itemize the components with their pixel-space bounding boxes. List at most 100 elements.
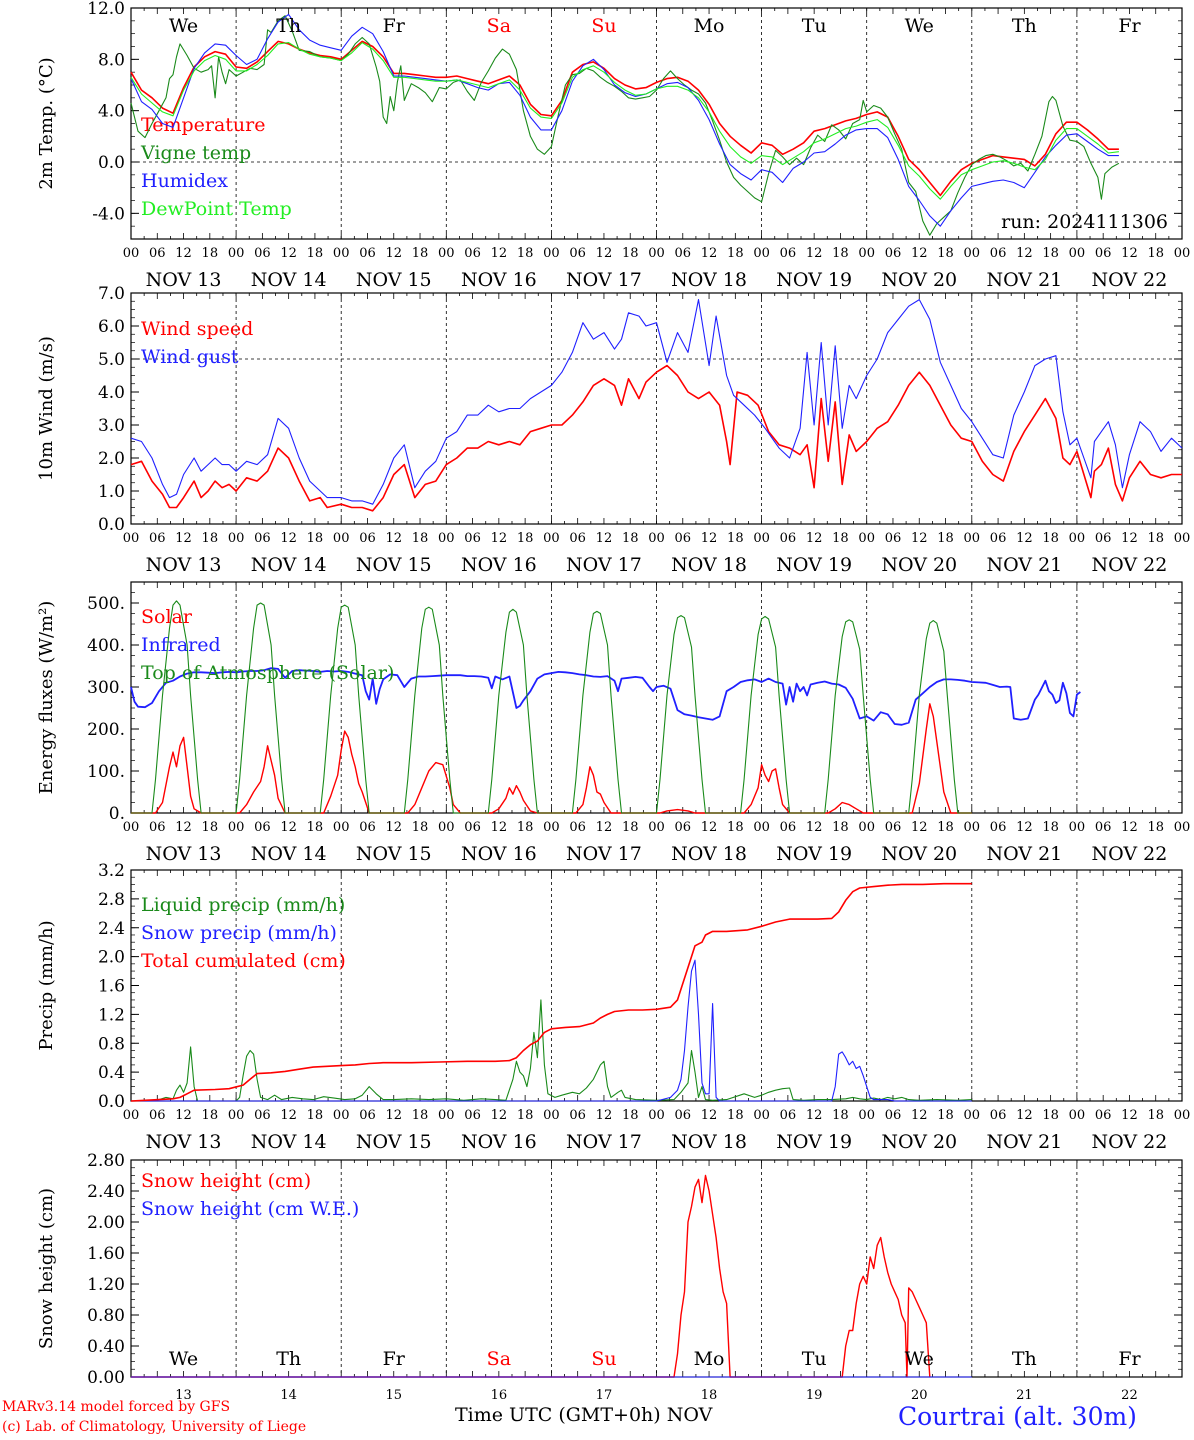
hour-tick-label: 18 [202, 531, 219, 546]
time-axis-label: Time UTC (GMT+0h) NOV [455, 1404, 713, 1426]
hour-tick-label: 12 [911, 1108, 928, 1123]
weekday-label: We [169, 1348, 198, 1370]
date-label: NOV 15 [356, 1131, 432, 1153]
date-label: NOV 21 [986, 843, 1062, 865]
y-tick-label: 2.8 [98, 890, 125, 910]
hour-tick-label: 18 [832, 1108, 849, 1123]
series-line [130, 42, 1119, 200]
hour-tick-label: 00 [1174, 820, 1191, 835]
legend-entry: Wind speed [141, 318, 253, 340]
y-tick-label: 2.0 [98, 449, 125, 469]
y-tick-label: 0.0 [98, 1092, 125, 1112]
y-tick-label: 12.0 [87, 0, 125, 19]
hour-tick-label: 18 [517, 246, 534, 261]
hour-tick-label: 06 [254, 820, 271, 835]
hour-tick-label: 12 [280, 246, 297, 261]
hour-tick-label: 12 [701, 820, 718, 835]
hour-tick-label: 00 [648, 531, 665, 546]
date-label: NOV 14 [251, 1131, 327, 1153]
hour-tick-label: 06 [780, 246, 797, 261]
hour-tick-label: 00 [123, 531, 140, 546]
hour-tick-label: 18 [1042, 531, 1059, 546]
hour-tick-label: 06 [254, 246, 271, 261]
hour-tick-label: 00 [753, 246, 770, 261]
hour-tick-label: 12 [596, 246, 613, 261]
y-tick-label: 3.2 [98, 861, 125, 881]
weekday-label: Mo [694, 15, 725, 37]
y-tick-label: 2.0 [98, 948, 125, 968]
hour-tick-label: 06 [359, 820, 376, 835]
day-number-label: 17 [596, 1388, 613, 1403]
hour-tick-label: 00 [228, 246, 245, 261]
series-line [130, 299, 1183, 505]
weekday-label: Sa [487, 1348, 511, 1370]
date-label: NOV 18 [671, 1131, 747, 1153]
series-line [131, 999, 972, 1102]
date-label: NOV 14 [251, 843, 327, 865]
hour-tick-label: 00 [1069, 820, 1086, 835]
hour-tick-label: 00 [964, 820, 981, 835]
legend-entry: Solar [141, 606, 193, 628]
hour-tick-label: 06 [464, 246, 481, 261]
hour-tick-label: 06 [990, 531, 1007, 546]
hour-tick-label: 18 [1042, 1108, 1059, 1123]
panel-2: 0.0 1.0 2.0 3.0 4.0 5.0 6.0 7.0 10m Wind (m/s) Wi… [36, 284, 1190, 576]
hour-tick-label: 12 [1121, 820, 1138, 835]
weekday-label: Fr [383, 15, 406, 37]
hour-tick-label: 12 [385, 531, 402, 546]
y-tick-label: 0. [109, 804, 125, 824]
date-label: NOV 17 [566, 554, 642, 576]
hour-tick-label: 00 [1174, 531, 1191, 546]
hour-tick-label: 18 [412, 1108, 429, 1123]
day-number-label: 16 [491, 1388, 508, 1403]
date-label: NOV 19 [776, 1131, 852, 1153]
day-number-label: 13 [175, 1388, 192, 1403]
y-axis-label: Energy fluxes (W/m²) [36, 601, 57, 795]
run-label: run: 2024111306 [1001, 211, 1168, 233]
hour-tick-label: 00 [753, 531, 770, 546]
y-tick-label: 1.0 [98, 482, 125, 502]
hour-tick-label: 00 [858, 531, 875, 546]
date-label: NOV 19 [776, 269, 852, 291]
hour-tick-label: 12 [1016, 1108, 1033, 1123]
hour-tick-label: 06 [359, 246, 376, 261]
date-label: NOV 16 [461, 1131, 537, 1153]
legend-entry: Snow precip (mm/h) [141, 922, 337, 944]
y-tick-label: 2.40 [87, 1182, 125, 1202]
hour-tick-label: 06 [885, 246, 902, 261]
hour-tick-label: 12 [491, 531, 508, 546]
hour-tick-label: 18 [622, 531, 639, 546]
hour-tick-label: 18 [937, 820, 954, 835]
y-tick-label: 2.80 [87, 1151, 125, 1171]
hour-tick-label: 00 [858, 246, 875, 261]
hour-tick-label: 06 [990, 246, 1007, 261]
hour-tick-label: 00 [438, 1108, 455, 1123]
day-number-label: 18 [701, 1388, 718, 1403]
hour-tick-label: 00 [648, 820, 665, 835]
hour-tick-label: 06 [254, 531, 271, 546]
hour-tick-label: 06 [149, 820, 166, 835]
y-tick-label: 2.4 [98, 919, 125, 939]
hour-tick-label: 06 [885, 531, 902, 546]
date-label: NOV 13 [146, 1131, 222, 1153]
hour-tick-label: 00 [858, 820, 875, 835]
date-label: NOV 18 [671, 843, 747, 865]
date-label: NOV 20 [881, 269, 957, 291]
hour-tick-label: 18 [622, 1108, 639, 1123]
hour-tick-label: 06 [1095, 246, 1112, 261]
hour-tick-label: 12 [280, 531, 297, 546]
date-label: NOV 20 [881, 554, 957, 576]
date-label: NOV 15 [356, 269, 432, 291]
y-tick-label: 200. [87, 720, 125, 740]
hour-tick-label: 18 [202, 246, 219, 261]
series-line [131, 1174, 931, 1378]
hour-tick-label: 12 [1121, 1108, 1138, 1123]
hour-tick-label: 00 [753, 1108, 770, 1123]
hour-tick-label: 18 [202, 1108, 219, 1123]
date-label: NOV 19 [776, 843, 852, 865]
panel-3: 0. 100. 200. 300. 400. 500. Energy fluxes (W/m… [36, 581, 1191, 865]
date-label: NOV 13 [146, 554, 222, 576]
date-label: NOV 14 [251, 554, 327, 576]
lab-credit: (c) Lab. of Climatology, University of L… [2, 1419, 307, 1435]
hour-tick-label: 06 [780, 820, 797, 835]
